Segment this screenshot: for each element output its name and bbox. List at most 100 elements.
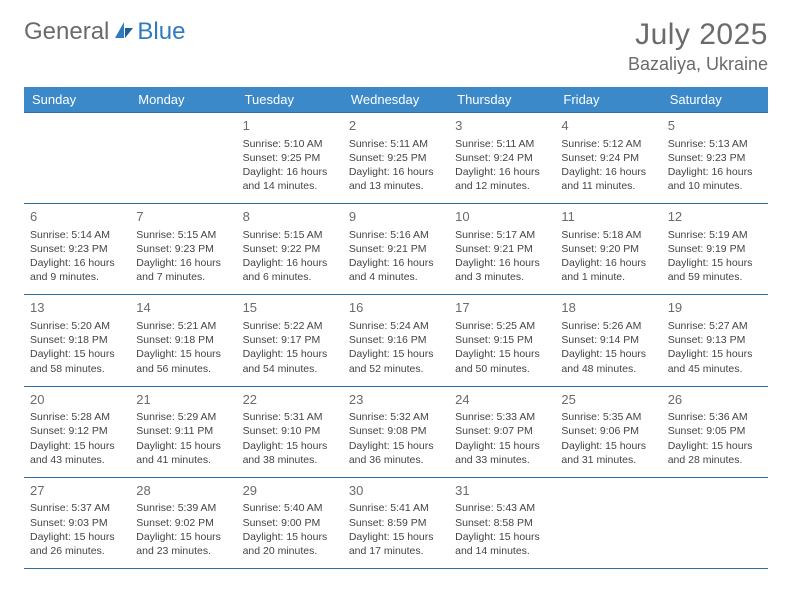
daylight-text: Daylight: 15 hours and 59 minutes. [668, 256, 762, 284]
sunrise-text: Sunrise: 5:11 AM [349, 137, 443, 151]
sunset-text: Sunset: 9:10 PM [243, 424, 337, 438]
sunset-text: Sunset: 9:14 PM [561, 333, 655, 347]
sunrise-text: Sunrise: 5:39 AM [136, 501, 230, 515]
daylight-text: Daylight: 16 hours and 10 minutes. [668, 165, 762, 193]
calendar-day-cell: 15Sunrise: 5:22 AMSunset: 9:17 PMDayligh… [237, 295, 343, 386]
calendar-day-cell: 9 Sunrise: 5:16 AMSunset: 9:21 PMDaylight… [343, 204, 449, 295]
day-number: 23 [349, 391, 443, 409]
brand-part1: General [24, 18, 109, 46]
location-label: Bazaliya, Ukraine [628, 54, 768, 75]
sunrise-text: Sunrise: 5:21 AM [136, 319, 230, 333]
daylight-text: Daylight: 16 hours and 1 minute. [561, 256, 655, 284]
sunrise-text: Sunrise: 5:15 AM [243, 228, 337, 242]
day-number: 2 [349, 117, 443, 135]
weekday-header: Sunday [24, 87, 130, 113]
sunset-text: Sunset: 9:21 PM [455, 242, 549, 256]
weekday-header: Saturday [662, 87, 768, 113]
daylight-text: Daylight: 15 hours and 17 minutes. [349, 530, 443, 558]
daylight-text: Daylight: 15 hours and 52 minutes. [349, 347, 443, 375]
day-number: 26 [668, 391, 762, 409]
sail-icon [113, 20, 135, 45]
calendar-day-cell: 5Sunrise: 5:13 AMSunset: 9:23 PMDaylight… [662, 113, 768, 204]
sunrise-text: Sunrise: 5:20 AM [30, 319, 124, 333]
calendar-day-cell: 30Sunrise: 5:41 AMSunset: 8:59 PMDayligh… [343, 477, 449, 568]
sunrise-text: Sunrise: 5:36 AM [668, 410, 762, 424]
calendar-day-cell: 21Sunrise: 5:29 AMSunset: 9:11 PMDayligh… [130, 386, 236, 477]
weekday-header: Tuesday [237, 87, 343, 113]
daylight-text: Daylight: 15 hours and 36 minutes. [349, 439, 443, 467]
sunrise-text: Sunrise: 5:14 AM [30, 228, 124, 242]
daylight-text: Daylight: 15 hours and 41 minutes. [136, 439, 230, 467]
sunrise-text: Sunrise: 5:26 AM [561, 319, 655, 333]
weekday-header: Friday [555, 87, 661, 113]
calendar-day-cell: 23Sunrise: 5:32 AMSunset: 9:08 PMDayligh… [343, 386, 449, 477]
sunrise-text: Sunrise: 5:28 AM [30, 410, 124, 424]
calendar-day-cell: 26Sunrise: 5:36 AMSunset: 9:05 PMDayligh… [662, 386, 768, 477]
sunrise-text: Sunrise: 5:16 AM [349, 228, 443, 242]
calendar-day-cell: 22Sunrise: 5:31 AMSunset: 9:10 PMDayligh… [237, 386, 343, 477]
calendar-day-cell: 6Sunrise: 5:14 AMSunset: 9:23 PMDaylight… [24, 204, 130, 295]
day-number: 17 [455, 299, 549, 317]
daylight-text: Daylight: 15 hours and 26 minutes. [30, 530, 124, 558]
day-number: 5 [668, 117, 762, 135]
sunrise-text: Sunrise: 5:40 AM [243, 501, 337, 515]
day-number: 21 [136, 391, 230, 409]
calendar-day-cell: 2Sunrise: 5:11 AMSunset: 9:25 PMDaylight… [343, 113, 449, 204]
calendar-day-cell: 13Sunrise: 5:20 AMSunset: 9:18 PMDayligh… [24, 295, 130, 386]
day-number: 10 [455, 208, 549, 226]
sunset-text: Sunset: 9:07 PM [455, 424, 549, 438]
sunset-text: Sunset: 9:23 PM [30, 242, 124, 256]
sunrise-text: Sunrise: 5:13 AM [668, 137, 762, 151]
sunset-text: Sunset: 9:08 PM [349, 424, 443, 438]
calendar-day-cell: 28Sunrise: 5:39 AMSunset: 9:02 PMDayligh… [130, 477, 236, 568]
day-number: 25 [561, 391, 655, 409]
day-number: 28 [136, 482, 230, 500]
calendar-week-row: 20Sunrise: 5:28 AMSunset: 9:12 PMDayligh… [24, 386, 768, 477]
daylight-text: Daylight: 16 hours and 13 minutes. [349, 165, 443, 193]
header: General Blue July 2025 Bazaliya, Ukraine [24, 18, 768, 75]
sunset-text: Sunset: 9:19 PM [668, 242, 762, 256]
sunset-text: Sunset: 9:15 PM [455, 333, 549, 347]
calendar-empty-cell [662, 477, 768, 568]
daylight-text: Daylight: 16 hours and 3 minutes. [455, 256, 549, 284]
sunset-text: Sunset: 9:11 PM [136, 424, 230, 438]
calendar-day-cell: 10Sunrise: 5:17 AMSunset: 9:21 PMDayligh… [449, 204, 555, 295]
day-number: 14 [136, 299, 230, 317]
sunset-text: Sunset: 9:18 PM [30, 333, 124, 347]
sunrise-text: Sunrise: 5:25 AM [455, 319, 549, 333]
daylight-text: Daylight: 15 hours and 45 minutes. [668, 347, 762, 375]
day-number: 1 [243, 117, 337, 135]
calendar-week-row: 1Sunrise: 5:10 AMSunset: 9:25 PMDaylight… [24, 113, 768, 204]
day-number: 9 [349, 208, 443, 226]
brand-part2: Blue [137, 18, 185, 46]
sunrise-text: Sunrise: 5:41 AM [349, 501, 443, 515]
calendar-day-cell: 7Sunrise: 5:15 AMSunset: 9:23 PMDaylight… [130, 204, 236, 295]
day-number: 15 [243, 299, 337, 317]
calendar-header-row: Sunday Monday Tuesday Wednesday Thursday… [24, 87, 768, 113]
daylight-text: Daylight: 16 hours and 7 minutes. [136, 256, 230, 284]
sunrise-text: Sunrise: 5:22 AM [243, 319, 337, 333]
calendar-day-cell: 29Sunrise: 5:40 AMSunset: 9:00 PMDayligh… [237, 477, 343, 568]
daylight-text: Daylight: 15 hours and 28 minutes. [668, 439, 762, 467]
day-number: 4 [561, 117, 655, 135]
sunset-text: Sunset: 9:05 PM [668, 424, 762, 438]
daylight-text: Daylight: 15 hours and 23 minutes. [136, 530, 230, 558]
calendar-day-cell: 1Sunrise: 5:10 AMSunset: 9:25 PMDaylight… [237, 113, 343, 204]
daylight-text: Daylight: 16 hours and 4 minutes. [349, 256, 443, 284]
daylight-text: Daylight: 15 hours and 54 minutes. [243, 347, 337, 375]
brand-logo: General Blue [24, 18, 185, 46]
weekday-header: Monday [130, 87, 236, 113]
sunrise-text: Sunrise: 5:24 AM [349, 319, 443, 333]
day-number: 7 [136, 208, 230, 226]
sunset-text: Sunset: 9:21 PM [349, 242, 443, 256]
calendar-week-row: 13Sunrise: 5:20 AMSunset: 9:18 PMDayligh… [24, 295, 768, 386]
sunset-text: Sunset: 9:12 PM [30, 424, 124, 438]
sunrise-text: Sunrise: 5:35 AM [561, 410, 655, 424]
day-number: 8 [243, 208, 337, 226]
sunset-text: Sunset: 9:03 PM [30, 516, 124, 530]
calendar-day-cell: 17Sunrise: 5:25 AMSunset: 9:15 PMDayligh… [449, 295, 555, 386]
day-number: 29 [243, 482, 337, 500]
calendar-day-cell: 3Sunrise: 5:11 AMSunset: 9:24 PMDaylight… [449, 113, 555, 204]
daylight-text: Daylight: 15 hours and 14 minutes. [455, 530, 549, 558]
sunrise-text: Sunrise: 5:18 AM [561, 228, 655, 242]
